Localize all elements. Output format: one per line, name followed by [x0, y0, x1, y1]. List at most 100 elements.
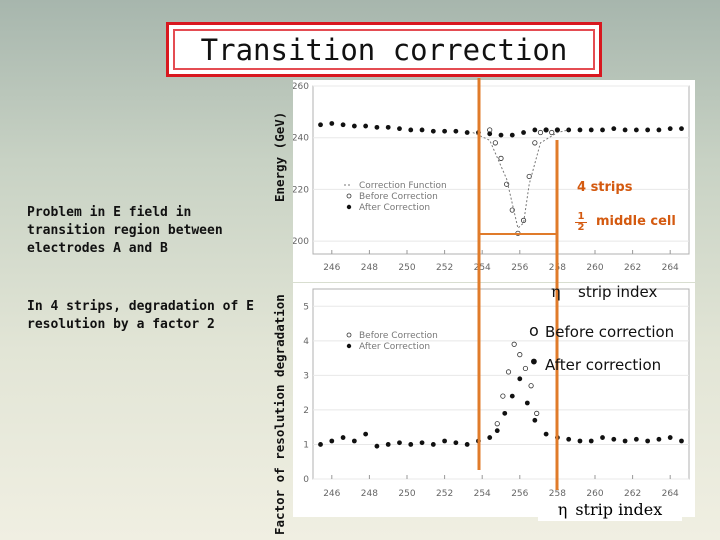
before-correction-point [511, 341, 517, 347]
after-correction-point [532, 127, 538, 133]
half-denominator: 2 [577, 222, 585, 233]
x-tick-label: 260 [586, 489, 603, 499]
slide-title: Transition correction [200, 32, 568, 67]
before-correction-point [500, 393, 506, 399]
legend-open-marker [346, 193, 352, 199]
after-correction-point [521, 130, 526, 135]
problem-description: Problem in E field in transition region … [27, 205, 223, 256]
after-correction-point [487, 435, 493, 440]
before-correction-point [534, 410, 540, 416]
before-correction-point [492, 140, 498, 146]
after-correction-point [588, 438, 594, 444]
y-tick-label: 5 [303, 302, 309, 312]
after-correction-point [502, 410, 508, 416]
after-correction-point [577, 127, 583, 133]
x-tick-label: 256 [511, 263, 528, 273]
x-tick-label: 246 [323, 263, 340, 273]
energy-plot-series [318, 121, 684, 236]
before-correction-point [526, 173, 532, 180]
after-correction-point [645, 127, 651, 133]
after-correction-point [374, 443, 380, 449]
after-correction-point [622, 127, 628, 133]
x-tick-label: 264 [662, 489, 679, 499]
before-correction-point [517, 352, 523, 358]
after-correction-point [645, 438, 651, 444]
filled-marker-symbol: • [528, 350, 540, 374]
after-correction-point [667, 126, 673, 132]
x-tick-label: 264 [662, 263, 679, 273]
after-correction-point [566, 127, 572, 133]
after-correction-point [494, 428, 500, 434]
after-correction-point [419, 127, 425, 133]
after-correction-point [611, 436, 617, 442]
after-correction-point [566, 436, 572, 442]
before-correction-point [549, 129, 555, 136]
x-tick-label: 252 [436, 489, 453, 499]
after-correction-point [656, 127, 662, 133]
after-correction-point [385, 124, 391, 130]
degradation-description: In 4 strips, degradation of E resolution… [27, 299, 254, 332]
before-correction-point [528, 383, 534, 389]
after-correction-point [487, 131, 493, 137]
after-correction-point [351, 123, 357, 129]
after-correction-point [517, 376, 523, 382]
after-correction-label: After correction [545, 356, 662, 374]
strip-index-box: η strip index [538, 497, 682, 521]
after-correction-point [600, 435, 605, 440]
x-tick-label: 246 [323, 489, 340, 499]
after-correction-point [397, 126, 402, 132]
after-correction-point [679, 126, 684, 132]
x-tick-label: 262 [624, 263, 641, 273]
after-correction-point [374, 124, 380, 130]
x-tick-label: 250 [398, 263, 415, 273]
legend-entry: Before Correction [359, 192, 438, 202]
legend-entry: After Correction [359, 342, 430, 352]
after-correction-point [408, 442, 414, 447]
middle-cell-label: middle cell [596, 214, 676, 229]
strip-index-label-top: strip index [578, 283, 658, 301]
slide-title-box: Transition correction [166, 22, 602, 77]
half-numerator: 1 [575, 212, 587, 223]
after-correction-point [318, 122, 323, 128]
after-correction-point [588, 127, 594, 133]
after-correction-point [453, 128, 459, 134]
y-tick-label: 4 [303, 337, 309, 347]
degradation-plot: 0 1 2 3 4 5 246 248 250 252 254 256 258 260 262 264 Be… [293, 283, 695, 517]
after-correction-point [385, 442, 391, 447]
after-correction-point [498, 132, 504, 138]
after-correction-point [633, 436, 639, 442]
after-correction-point [430, 128, 436, 134]
after-correction-point [524, 400, 530, 406]
energy-plot-grid [313, 85, 689, 242]
after-correction-point [351, 438, 357, 444]
after-correction-point [340, 122, 346, 128]
after-correction-point [555, 127, 560, 133]
legend-filled-marker [346, 204, 352, 210]
x-tick-label: 250 [398, 489, 415, 499]
legend-filled-marker [346, 343, 352, 349]
y-tick-label: 200 [293, 237, 309, 247]
y-tick-label: 260 [293, 82, 309, 92]
x-tick-label: 260 [586, 263, 603, 273]
x-tick-label: 256 [511, 489, 528, 499]
before-correction-point [509, 207, 515, 213]
after-correction-point [656, 436, 662, 442]
degradation-plot-y-ticks: 0 1 2 3 4 5 [303, 302, 309, 485]
legend-open-marker [346, 332, 352, 338]
after-correction-point [509, 393, 515, 399]
after-correction-point [453, 440, 459, 446]
before-correction-point [494, 421, 500, 427]
after-correction-point [509, 132, 515, 138]
x-tick-label: 258 [549, 489, 566, 499]
after-correction-point [532, 417, 538, 423]
before-correction-point [532, 140, 538, 146]
correction-function-line [472, 129, 569, 230]
before-correction-label: Before correction [545, 323, 675, 341]
after-correction-point [397, 440, 402, 446]
legend-entry: Correction Function [359, 181, 447, 191]
after-correction-point [464, 442, 470, 447]
half-fraction: 1 2 [575, 212, 587, 233]
after-correction-point [340, 435, 346, 440]
